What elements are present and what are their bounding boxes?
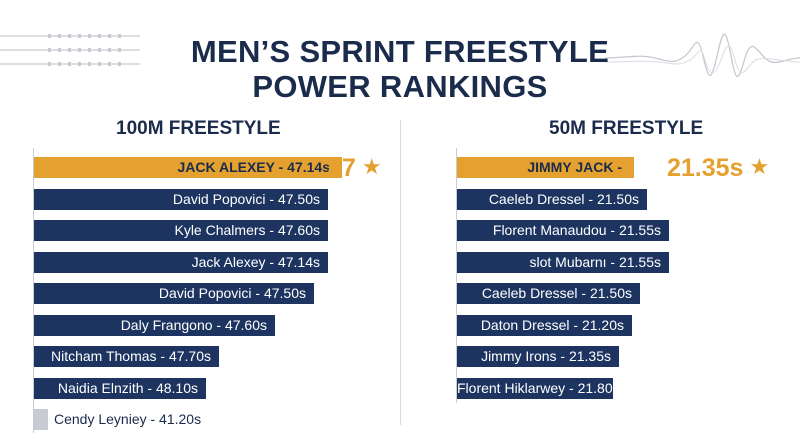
chart-bar-100m-9	[34, 409, 48, 430]
chart-bar-100m-7: Nitcham Thomas - 47.70s	[34, 346, 219, 367]
panel-divider	[400, 120, 401, 425]
top-time-callout: 21.35s ★	[667, 153, 769, 182]
panel-title-100m: 100M FREESTYLE	[116, 118, 281, 139]
chart-bar-50m-5: Caeleb Dressel - 21.50s	[457, 283, 640, 304]
title-line-2: POWER RANKINGS	[252, 69, 548, 104]
right-chart-axis	[456, 148, 457, 403]
chart-bar-100m-1: JACK ALEXEY - 47.14s	[34, 157, 342, 178]
chart-bar-100m-5: David Popovici - 47.50s	[34, 283, 314, 304]
chart-bar-100m-6: Daly Frangono - 47.60s	[34, 315, 275, 336]
decorative-lines	[0, 34, 140, 66]
decorative-wave	[605, 33, 800, 78]
left-chart-axis	[33, 148, 34, 433]
chart-bar-label: Cendy Leyniey - 41.20s	[54, 411, 202, 427]
star-icon: ★	[749, 154, 770, 179]
chart-bar-100m-4: Jack Alexey - 47.14s	[34, 252, 328, 273]
title-line-1: MEN’S SPRINT FREESTYLE	[190, 34, 610, 69]
chart-bar-50m-2: Caeleb Dressel - 21.50s	[457, 189, 647, 210]
chart-bar-100m-2: David Popovici - 47.50s	[34, 189, 328, 210]
star-icon: ★	[361, 154, 382, 179]
chart-bar-50m-3: Florent Manaudou - 21.55s	[457, 220, 669, 241]
chart-bar-50m-4: slot Mubarnı - 21.55s	[457, 252, 669, 273]
chart-bar-100m-8: Naidia Elnzith - 48.10s	[34, 378, 206, 399]
panel-title-50m: 50M FREESTYLE	[549, 118, 704, 139]
callout-value: 47	[328, 154, 356, 182]
chart-bar-50m-7: Jimmy Irons - 21.35s	[457, 346, 619, 367]
chart-bar-50m-6: Daton Dressel - 21.20s	[457, 315, 632, 336]
chart-bar-50m-1: JIMMY JACK -	[457, 157, 634, 178]
page-title: MEN’S SPRINT FREESTYLE POWER RANKINGS	[0, 34, 800, 104]
chart-bar-100m-3: Kyle Chalmers - 47.60s	[34, 220, 328, 241]
top-time-callout: 47 ★	[328, 153, 382, 182]
callout-value: 21.35s	[667, 154, 744, 182]
chart-bar-50m-8: Florent Hiklarwey - 21.80s	[457, 378, 613, 399]
